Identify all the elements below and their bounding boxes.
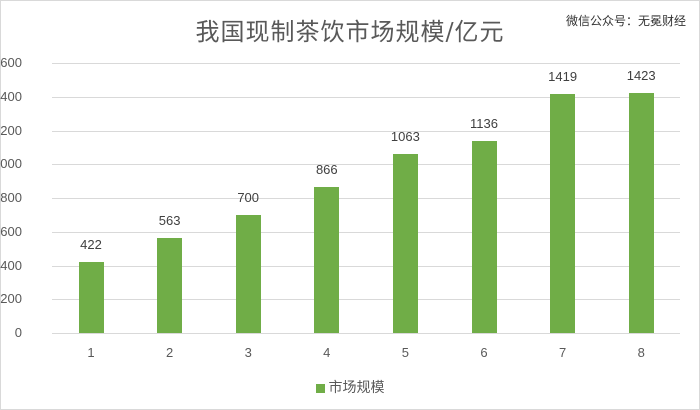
data-label: 866 [315, 161, 338, 177]
gridline [52, 299, 680, 301]
gridline [52, 333, 680, 334]
legend-swatch [315, 383, 325, 393]
bar [628, 92, 654, 333]
y-tick-label: 1600 [0, 55, 22, 70]
chart-title: 我国现制茶饮市场规模/亿元 [195, 18, 505, 46]
bar [392, 153, 418, 333]
gridline [52, 231, 680, 233]
x-tick-label: 8 [637, 345, 645, 360]
gridline [52, 63, 680, 64]
x-tick-label: 6 [480, 345, 488, 360]
watermark: 微信公众号：无冕财经 [565, 14, 686, 28]
data-label: 1063 [390, 128, 420, 144]
bar [471, 141, 497, 333]
x-tick-label: 2 [165, 345, 174, 360]
x-tick-label: 4 [323, 345, 331, 360]
y-tick-label: 600 [0, 223, 22, 239]
bar [157, 237, 183, 333]
bar [314, 186, 340, 333]
bar [235, 214, 261, 333]
x-tick-label: 3 [244, 345, 252, 360]
plot-area: 0 200 400 600 800 1000 1200 1400 1600 422 563 700 86… [0, 55, 680, 340]
gridline [52, 96, 680, 98]
x-tick-label: 1 [87, 345, 95, 360]
legend-label: 市场规模 [328, 380, 385, 396]
gridline [52, 198, 680, 199]
data-label: 563 [158, 212, 181, 228]
data-label: 422 [80, 236, 102, 252]
bar [550, 93, 576, 333]
bar [78, 261, 104, 333]
gridline [52, 130, 680, 132]
legend: 市场规模 [0, 377, 700, 397]
x-tick-label: 5 [401, 345, 409, 360]
gridline [52, 265, 680, 267]
data-label: 700 [237, 189, 260, 205]
y-tick-label: 400 [0, 257, 22, 273]
y-tick-label: 0 [14, 325, 22, 340]
y-tick-label: 200 [0, 291, 22, 307]
y-tick-label: 1400 [0, 88, 22, 104]
x-tick-label: 7 [558, 345, 567, 360]
gridline [52, 164, 680, 166]
data-label: 1423 [626, 67, 656, 83]
data-label: 1136 [470, 116, 498, 132]
data-label: 1419 [548, 68, 578, 84]
y-tick-label: 800 [0, 190, 22, 205]
y-tick-label: 1200 [0, 122, 22, 138]
y-tick-label: 1000 [0, 156, 22, 172]
